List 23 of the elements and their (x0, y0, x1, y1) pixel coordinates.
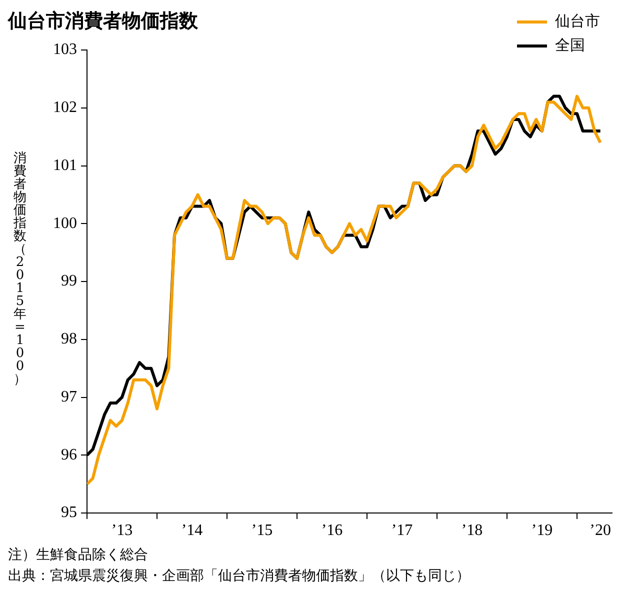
legend-label: 全国 (555, 36, 585, 54)
y-tick-label: 95 (61, 504, 77, 522)
y-tick-label: 98 (61, 330, 77, 348)
y-tick-label: 103 (53, 41, 77, 58)
x-tick-label: ’16 (321, 522, 343, 539)
x-tick-label: ’18 (461, 522, 483, 539)
chart-title: 仙台市消費者物価指数 (8, 9, 198, 34)
x-tick-label: ’15 (251, 522, 273, 539)
x-tick-label: ’14 (181, 522, 203, 539)
x-tick-label: ’17 (391, 522, 413, 539)
x-tick-label: ’20 (590, 522, 611, 539)
legend-label: 仙台市 (555, 12, 600, 30)
y-tick-label: 99 (61, 272, 77, 290)
y-tick-label: 97 (61, 388, 77, 406)
text: 注）生鮮食品除く総合 (8, 546, 149, 565)
x-tick-label: ’19 (531, 522, 553, 539)
y-tick-label: 96 (61, 446, 77, 464)
source-note: 出典：宮城県震災復興・企画部「仙台市消費者物価指数」（以下も同じ） (8, 567, 470, 586)
x-tick-label: ’13 (111, 522, 133, 539)
text: 消費者物価指数（2015年=100） (14, 151, 26, 387)
y-tick-label: 102 (53, 99, 77, 116)
y-tick-label: 100 (53, 214, 77, 232)
y-tick-label: 101 (53, 156, 77, 174)
